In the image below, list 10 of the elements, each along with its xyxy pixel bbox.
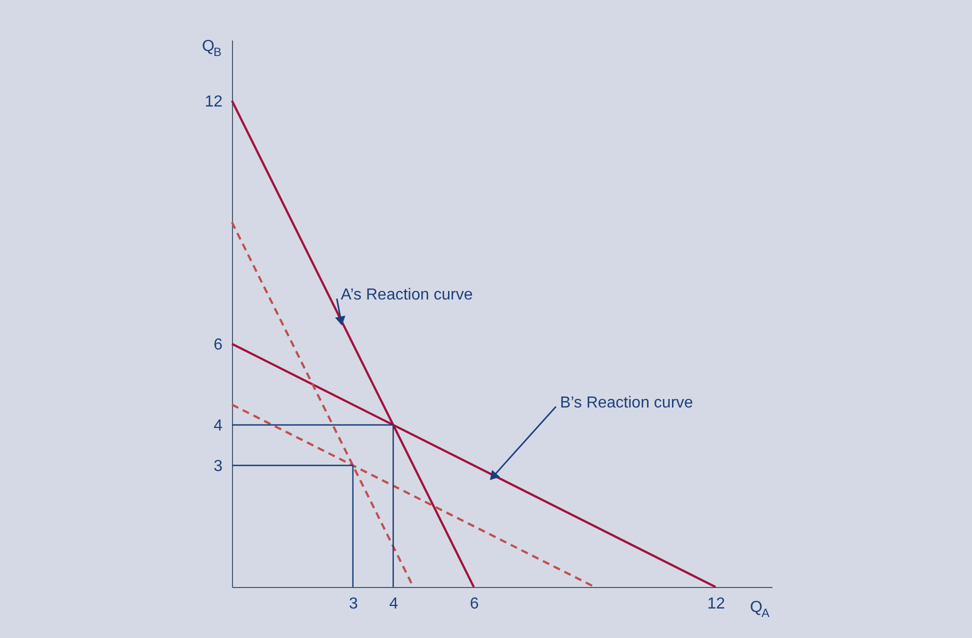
y-tick-label: 4 <box>214 417 223 434</box>
x-tick-label: 4 <box>389 596 398 612</box>
y-tick-label: 3 <box>214 458 223 475</box>
x-tick-label: 6 <box>470 596 479 612</box>
y-tick-label: 12 <box>204 93 223 110</box>
annotation: A’s Reaction curve <box>340 286 473 304</box>
x-tick-label: 3 <box>348 596 358 612</box>
x-tick-label: 12 <box>707 596 726 612</box>
y-tick-label: 6 <box>214 336 223 354</box>
annotation: B’s Reaction curve <box>560 394 694 412</box>
